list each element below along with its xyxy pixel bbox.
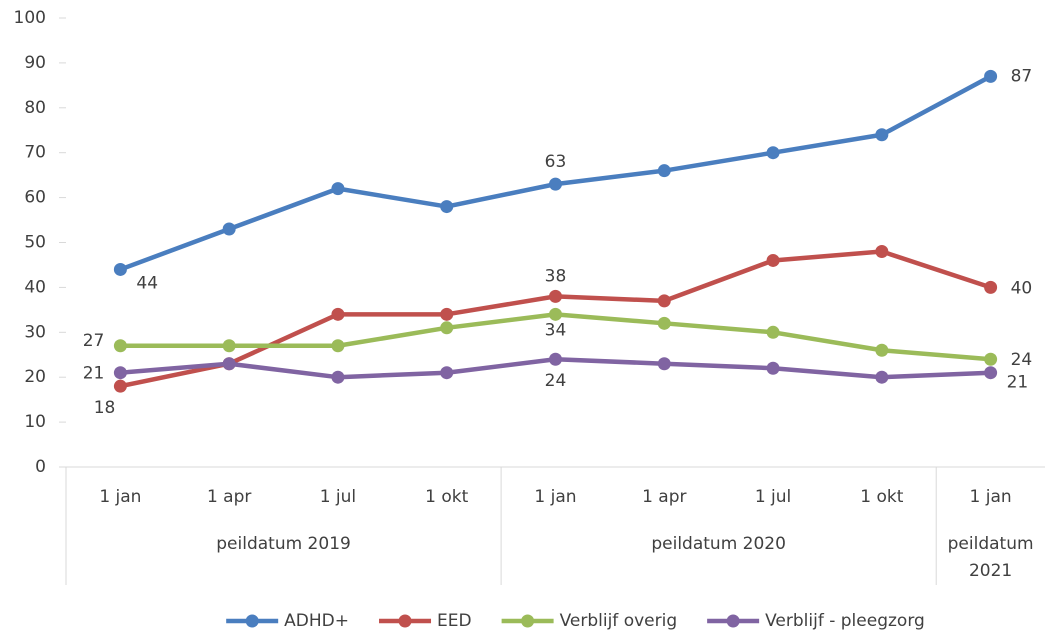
x-tick-label: 1 jan: [99, 487, 141, 507]
data-point: [984, 366, 998, 380]
legend-label: EED: [437, 611, 472, 631]
data-label: 38: [545, 266, 567, 286]
data-point: [657, 164, 671, 178]
data-point: [113, 379, 127, 393]
data-point: [766, 253, 780, 267]
data-point: [222, 339, 236, 353]
group-label: peildatum 2021: [947, 534, 1034, 581]
data-point: [331, 182, 345, 196]
series-line: [119, 74, 992, 272]
data-label: 87: [1011, 66, 1033, 86]
data-point: [440, 366, 454, 380]
data-point: [657, 357, 671, 371]
data-point: [875, 370, 889, 384]
data-point: [766, 146, 780, 160]
data-point: [549, 177, 562, 191]
x-tick-label: 1 okt: [860, 487, 903, 507]
x-tick-label: 1 jan: [534, 487, 576, 507]
legend-marker: [726, 614, 740, 628]
data-label: 24: [545, 371, 567, 391]
data-point: [766, 325, 780, 339]
legend-marker: [398, 614, 412, 628]
data-label: 44: [136, 273, 158, 293]
legend-marker: [521, 614, 535, 628]
x-tick-label: 1 okt: [425, 487, 468, 507]
x-tick-label: 1 jul: [320, 487, 356, 507]
data-point: [766, 361, 780, 375]
data-point: [657, 316, 671, 330]
data-point: [984, 352, 998, 366]
y-tick-label: 100: [14, 8, 46, 28]
data-point: [113, 339, 127, 353]
data-point: [984, 69, 998, 83]
data-point: [984, 280, 998, 294]
data-point: [440, 307, 454, 321]
data-point: [222, 222, 236, 236]
y-tick-label: 90: [24, 53, 46, 73]
data-point: [549, 352, 562, 366]
data-point: [331, 307, 345, 321]
y-tick-label: 40: [24, 277, 46, 297]
data-label: 40: [1011, 278, 1033, 298]
data-point: [113, 366, 127, 380]
legend-label: Verblijf - pleegzorg: [765, 611, 925, 631]
data-label: 24: [1011, 350, 1033, 370]
y-tick-label: 0: [35, 457, 46, 477]
data-point: [549, 307, 562, 321]
x-tick-label: 1 apr: [207, 487, 251, 507]
data-point: [875, 343, 889, 357]
x-tick-label: 1 apr: [642, 487, 686, 507]
data-label: 21: [83, 364, 105, 384]
y-tick-label: 80: [24, 98, 46, 118]
data-point: [440, 200, 454, 214]
data-label: 34: [545, 320, 567, 340]
y-tick-label: 60: [24, 188, 46, 208]
data-point: [657, 294, 671, 308]
x-tick-label: 1 jan: [970, 487, 1012, 507]
legend-label: ADHD+: [284, 611, 349, 631]
legend-label: Verblijf overig: [560, 611, 678, 631]
y-tick-label: 10: [24, 412, 46, 432]
y-tick-label: 50: [24, 233, 46, 253]
y-tick-label: 30: [24, 322, 46, 342]
data-point: [331, 339, 345, 353]
legend-marker: [245, 614, 259, 628]
data-point: [875, 244, 889, 258]
data-point: [113, 262, 127, 276]
data-label: 27: [83, 331, 105, 351]
data-point: [222, 357, 236, 371]
data-point: [549, 289, 562, 303]
data-point: [875, 128, 889, 142]
y-tick-label: 20: [24, 367, 46, 387]
group-label: peildatum 2019: [216, 534, 351, 554]
data-label: 21: [1007, 373, 1029, 393]
group-label: peildatum 2020: [651, 534, 786, 554]
data-point: [440, 321, 454, 335]
x-tick-label: 1 jul: [755, 487, 791, 507]
data-label: 63: [545, 152, 567, 172]
data-label: 18: [94, 398, 116, 418]
y-tick-label: 70: [24, 143, 46, 163]
data-point: [331, 370, 345, 384]
